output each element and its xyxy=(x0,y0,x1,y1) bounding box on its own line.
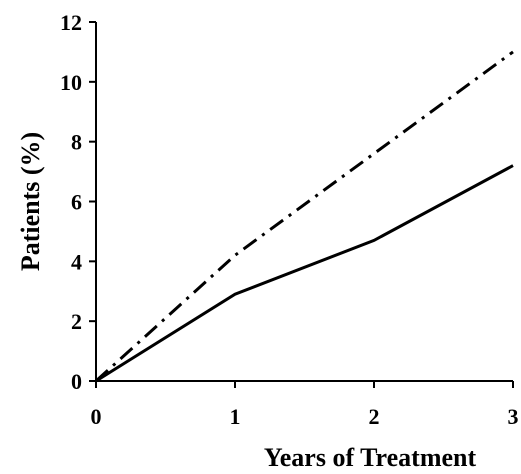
y-tick-label: 10 xyxy=(60,70,82,95)
y-tick-label: 2 xyxy=(71,309,82,334)
series-layer xyxy=(94,50,514,383)
x-axis-title: Years of Treatment xyxy=(264,443,477,472)
x-ticks: 0 1 2 3 xyxy=(91,381,519,429)
y-tick-label: 6 xyxy=(71,190,82,215)
x-tick-label: 3 xyxy=(508,404,519,429)
x-tick-label: 0 xyxy=(91,404,102,429)
x-tick-label: 1 xyxy=(230,404,241,429)
y-tick-label: 8 xyxy=(71,130,82,155)
y-ticks: 0 2 4 6 8 10 12 xyxy=(60,10,96,394)
y-tick-label: 12 xyxy=(60,10,82,35)
x-tick-label: 2 xyxy=(369,404,380,429)
series-line-solid xyxy=(95,164,514,383)
y-tick-label: 0 xyxy=(71,369,82,394)
series-line-dash-dot xyxy=(94,50,514,383)
y-axis-title: Patients (%) xyxy=(16,132,45,271)
axes xyxy=(95,22,513,382)
y-tick-label: 4 xyxy=(71,249,82,274)
